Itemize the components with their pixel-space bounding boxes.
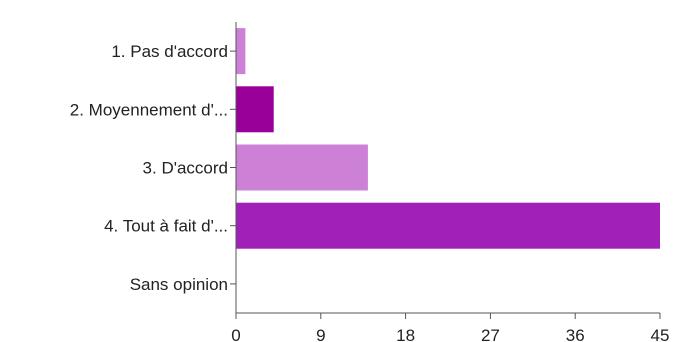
y-axis: 1. Pas d'accord 2. Moyennement d'... 3. D'… [70,22,237,313]
x-tick-label: 18 [396,326,415,342]
x-tick-label: 9 [316,326,325,342]
category-label: 3. D'accord [143,159,228,178]
category-label: Sans opinion [130,275,228,294]
x-axis: 0 9 18 27 36 45 [231,312,670,342]
bar [236,28,246,75]
bar [236,144,368,191]
bar [236,202,660,249]
category-label: 2. Moyennement d'... [70,100,228,119]
category-label: 1. Pas d'accord [111,42,228,61]
x-tick-label: 45 [651,326,670,342]
category-label: 4. Tout à fait d'... [104,217,228,236]
bar [236,86,274,133]
bars-group [236,28,660,249]
x-tick-label: 27 [481,326,500,342]
x-tick-label: 36 [566,326,585,342]
x-tick-label: 0 [231,326,240,342]
